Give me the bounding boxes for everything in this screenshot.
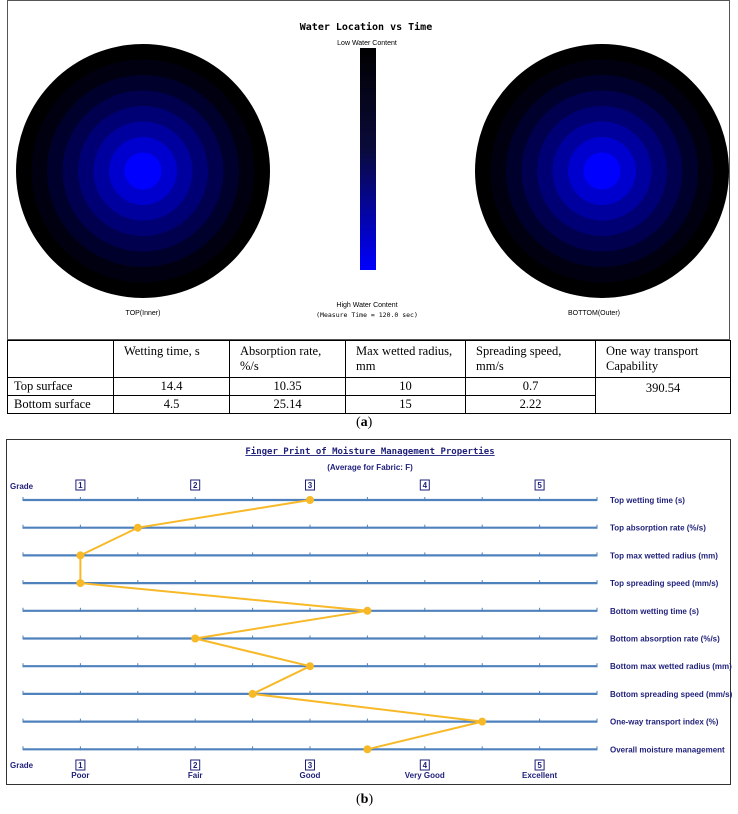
table-cell: 15 [345,395,466,414]
row-label: Top surface [7,377,114,396]
table-row: Top surface 14.4 10.35 10 0.7 390.54 [7,377,731,414]
grade-number: 2 [193,481,198,490]
fingerprint-chart: Finger Print of Moisture Management Prop… [10,446,732,780]
caption-b: (b) [356,792,374,807]
fingerprint-point [76,579,85,588]
fingerprint-point [306,496,314,504]
water-ring [583,152,621,190]
grade-box [419,759,430,771]
fingerprint-panel: Finger Print of Moisture Management Prop… [6,439,732,785]
property-label: Overall moisture management [610,745,725,754]
grade-label-bottom: Grade [10,761,34,770]
table-row: Bottom surface 4.5 25.14 15 2.22 [7,395,731,414]
table-header-cell: Spreading speed, mm/s [465,340,596,378]
fingerprint-point [363,745,372,754]
water-location-panel: Water Location vs Time Low Water Content… [7,0,730,340]
grade-number: 3 [308,761,313,770]
grade-word: Poor [71,771,89,780]
grade-box [75,759,86,771]
grade-number: 1 [78,481,83,490]
property-label: Top max wetted radius (mm) [610,551,718,560]
grade-word: Excellent [522,771,557,780]
table-cell: 4.5 [113,395,230,414]
fingerprint-title: Finger Print of Moisture Management Prop… [245,446,494,457]
grade-box [305,479,315,491]
property-label: Top spreading speed (mm/s) [610,579,719,588]
grade-number: 4 [423,481,428,490]
row-label: Bottom surface [7,395,114,414]
bottom-outer-label: BOTTOM(Outer) [568,310,620,317]
one-way-transport-cell: 390.54 [595,377,731,414]
property-label: Bottom spreading speed (mm/s) [610,690,732,699]
fingerprint-point [478,717,487,726]
scale-bottom-label: High Water Content [336,302,397,309]
grade-box [419,479,430,491]
water-location-chart: Water Location vs Time Low Water Content… [16,21,729,319]
grade-number: 1 [78,761,83,770]
property-label: Top absorption rate (%/s) [610,524,706,533]
fingerprint-point [133,523,142,532]
table-header-cell [7,340,114,378]
table-cell: 14.4 [113,377,230,396]
grade-box [305,759,315,771]
property-label: One-way transport index (%) [610,718,719,727]
grade-number: 2 [193,761,198,770]
grade-box [534,479,545,491]
measure-time-note: (Measure Time = 120.0 sec) [316,311,418,319]
fingerprint-line [79,499,483,751]
grade-word: Very Good [405,771,445,780]
grade-number: 3 [308,481,313,490]
fingerprint-point [191,634,200,643]
table-cell: 2.22 [465,395,596,414]
property-label: Bottom wetting time (s) [610,607,699,616]
water-content-scale-bar [360,48,376,270]
moisture-results-table: Wetting time, s Absorption rate, %/s Max… [7,340,731,414]
grade-box [190,759,201,771]
table-header-cell: Absorption rate, %/s [229,340,346,378]
grade-word: Fair [188,771,203,780]
bottom-outer-water-rings [475,44,729,298]
grade-word: Good [300,771,321,780]
water-ring [124,152,162,190]
property-label: Bottom absorption rate (%/s) [610,635,720,644]
fingerprint-point [248,689,257,698]
grade-box [190,479,201,491]
table-cell: 0.7 [465,377,596,396]
top-inner-label: TOP(Inner) [126,310,161,317]
property-label: Bottom max wetted radius (mm) [610,662,732,671]
fingerprint-point [76,551,85,560]
table-header-row: Wetting time, s Absorption rate, %/s Max… [7,340,731,378]
grade-number: 4 [423,761,428,770]
scale-top-label: Low Water Content [337,40,397,47]
top-inner-water-rings [16,44,270,298]
table-header-cell: Max wetted radius, mm [345,340,466,378]
grade-number: 5 [537,761,542,770]
table-header-cell: Wetting time, s [113,340,230,378]
grade-label-top: Grade [10,482,34,491]
grade-box [75,479,86,491]
grade-number: 5 [537,481,542,490]
fingerprint-subtitle: (Average for Fabric: F) [327,463,413,472]
property-label: Top wetting time (s) [610,496,685,505]
grade-box [534,759,545,771]
fingerprint-point [306,662,314,671]
table-cell: 10.35 [229,377,346,396]
caption-a: (a) [356,415,373,430]
water-location-title: Water Location vs Time [300,21,432,33]
table-cell: 25.14 [229,395,346,414]
table-header-cell: One way transport Capability [595,340,731,378]
fingerprint-point [363,606,372,615]
table-cell: 10 [345,377,466,396]
